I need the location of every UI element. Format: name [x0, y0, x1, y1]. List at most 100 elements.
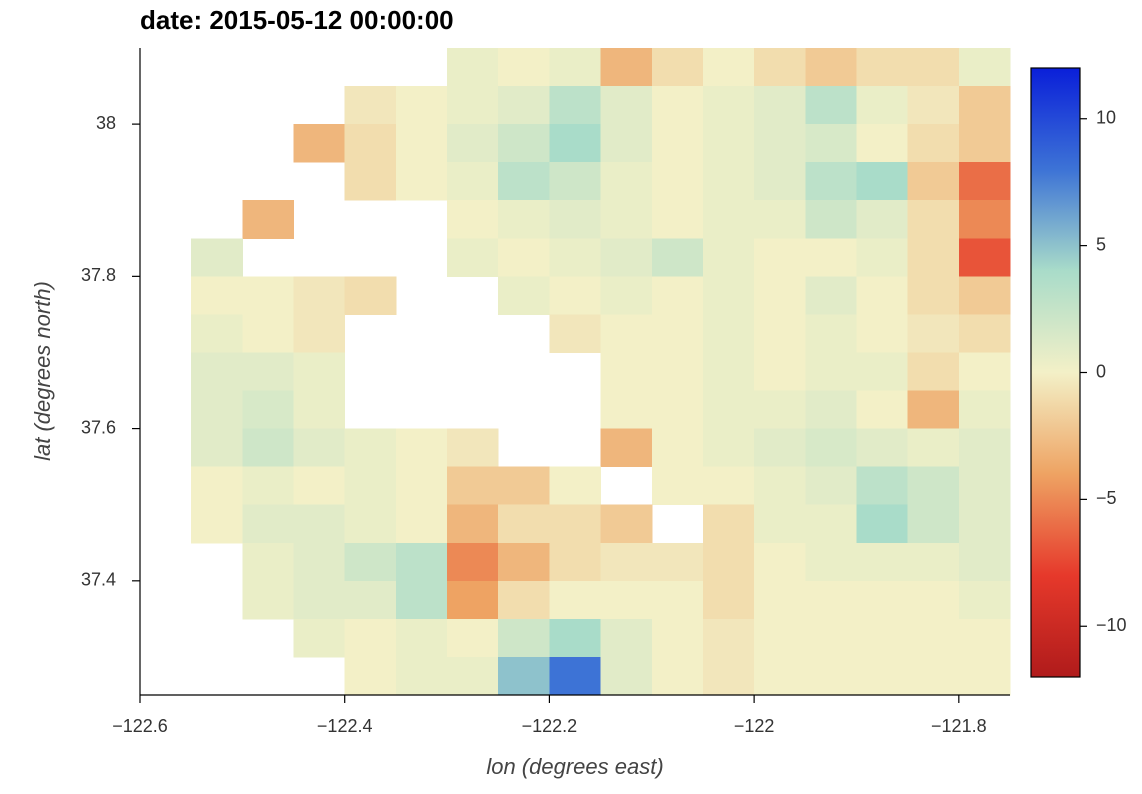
heatmap-cell — [754, 200, 806, 239]
heatmap-cell — [958, 504, 1011, 544]
heatmap-cell — [242, 314, 295, 353]
heatmap-cell — [293, 314, 346, 353]
heatmap-cell — [754, 352, 806, 392]
heatmap-cell — [754, 162, 806, 201]
x-tick-label: −122 — [734, 716, 775, 736]
heatmap-cell — [651, 200, 704, 239]
heatmap-cell — [702, 124, 755, 163]
heatmap-cell — [498, 656, 550, 696]
heatmap-cell — [907, 200, 960, 239]
heatmap-cell — [549, 86, 602, 125]
heatmap-cell — [805, 238, 857, 277]
heatmap-cell — [651, 162, 704, 201]
heatmap-cell — [702, 314, 755, 353]
heatmap-cell — [651, 124, 704, 163]
heatmap-cell — [754, 618, 806, 658]
heatmap-cell — [958, 352, 1011, 392]
heatmap-cell — [651, 86, 704, 125]
heatmap-cell — [958, 656, 1011, 696]
heatmap-cell — [549, 314, 602, 353]
heatmap-cell — [754, 48, 806, 87]
heatmap-cell — [907, 656, 960, 696]
heatmap-cell — [242, 580, 295, 620]
heatmap-cell — [395, 466, 448, 506]
colorbar-tick-label: 0 — [1096, 361, 1106, 381]
heatmap-cell — [856, 390, 909, 430]
heatmap-cell — [191, 238, 243, 277]
heatmap-cell — [447, 162, 499, 201]
y-tick-label: 38 — [96, 113, 116, 133]
heatmap-cell — [856, 48, 909, 87]
heatmap-cell — [805, 48, 857, 87]
heatmap-cell — [754, 542, 806, 582]
heatmap-cell — [549, 276, 602, 315]
heatmap-cell — [498, 504, 550, 544]
heatmap-cell — [651, 580, 704, 620]
heatmap-cell — [754, 276, 806, 315]
heatmap-cell — [805, 618, 857, 658]
heatmap-cell — [549, 580, 602, 620]
y-tick-label: 37.8 — [81, 265, 116, 285]
heatmap-cell — [242, 466, 295, 506]
heatmap-cell — [856, 162, 909, 201]
x-axis-label: lon (degrees east) — [486, 754, 663, 779]
heatmap-cell — [344, 276, 397, 315]
heatmap-cell — [549, 238, 602, 277]
heatmap-cell — [958, 276, 1011, 315]
x-tick-label: −122.4 — [317, 716, 373, 736]
chart-title: date: 2015-05-12 00:00:00 — [140, 5, 454, 35]
heatmap-cell — [447, 238, 499, 277]
heatmap-cell — [395, 618, 448, 658]
heatmap-cell — [702, 162, 755, 201]
heatmap-cell — [191, 428, 243, 468]
heatmap-cell — [651, 542, 704, 582]
heatmap-cell — [600, 542, 653, 582]
heatmap-cell — [958, 48, 1011, 87]
heatmap-cell — [907, 504, 960, 544]
heatmap-cell — [651, 314, 704, 353]
heatmap-cell — [191, 276, 243, 315]
heatmap-cell — [702, 428, 755, 468]
heatmap-cell — [805, 580, 857, 620]
heatmap-cell — [907, 428, 960, 468]
heatmap-cell — [344, 656, 397, 696]
heatmap-cell — [549, 656, 602, 696]
heatmap-cell — [754, 428, 806, 468]
heatmap-cell — [549, 200, 602, 239]
heatmap-cell — [395, 656, 448, 696]
heatmap-cell — [702, 504, 755, 544]
heatmap-cell — [856, 352, 909, 392]
heatmap-cell — [856, 656, 909, 696]
heatmap-cell — [600, 504, 653, 544]
heatmap-cell — [958, 162, 1011, 201]
y-tick-label: 37.6 — [81, 417, 116, 437]
heatmap-cell — [907, 466, 960, 506]
heatmap-cell — [242, 504, 295, 544]
heatmap-cell — [344, 86, 397, 125]
heatmap-cell — [293, 580, 346, 620]
heatmap-cell — [856, 580, 909, 620]
heatmap-cell — [958, 390, 1011, 430]
heatmap-cell — [242, 276, 295, 315]
heatmap-cell — [447, 504, 499, 544]
heatmap-cell — [498, 276, 550, 315]
heatmap-cell — [805, 86, 857, 125]
heatmap-cell — [498, 200, 550, 239]
heatmap-cell — [600, 124, 653, 163]
heatmap-cell — [549, 542, 602, 582]
heatmap-cell — [498, 618, 550, 658]
heatmap-cell — [856, 200, 909, 239]
heatmap-cell — [702, 238, 755, 277]
heatmap-cell — [395, 580, 448, 620]
heatmap-cell — [549, 504, 602, 544]
heatmap-cell — [191, 390, 243, 430]
heatmap-cell — [958, 124, 1011, 163]
heatmap-cell — [600, 428, 653, 468]
heatmap-cell — [651, 238, 704, 277]
colorbar-tick-label: 10 — [1096, 108, 1116, 128]
heatmap-cell — [498, 162, 550, 201]
heatmap-cell — [958, 618, 1011, 658]
heatmap-cell — [856, 466, 909, 506]
heatmap-cell — [702, 200, 755, 239]
heatmap-cell — [856, 276, 909, 315]
